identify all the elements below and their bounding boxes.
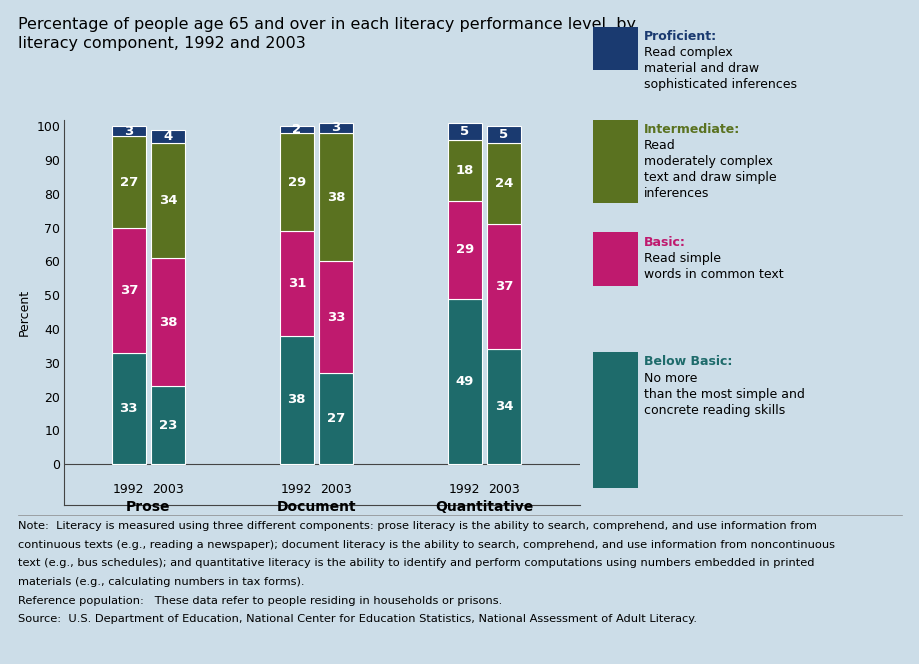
Text: Below Basic:: Below Basic: xyxy=(643,355,732,369)
Text: 23: 23 xyxy=(159,419,177,432)
Text: 5: 5 xyxy=(460,125,469,138)
Bar xyxy=(487,224,520,349)
Bar xyxy=(112,136,145,228)
Bar xyxy=(279,336,313,464)
Bar xyxy=(319,123,352,133)
Text: 38: 38 xyxy=(159,315,177,329)
Text: Source:  U.S. Department of Education, National Center for Education Statistics,: Source: U.S. Department of Education, Na… xyxy=(18,614,697,624)
Text: 34: 34 xyxy=(494,400,513,413)
Text: 29: 29 xyxy=(455,243,473,256)
Text: Intermediate:: Intermediate: xyxy=(643,123,740,136)
Text: Read complex
material and draw
sophisticated inferences: Read complex material and draw sophistic… xyxy=(643,46,796,92)
Text: 1992: 1992 xyxy=(448,483,480,496)
Text: 2: 2 xyxy=(292,123,301,136)
Text: 49: 49 xyxy=(455,375,473,388)
Text: 3: 3 xyxy=(331,122,340,135)
Text: No more
than the most simple and
concrete reading skills: No more than the most simple and concret… xyxy=(643,372,804,417)
Text: 31: 31 xyxy=(288,277,306,290)
Bar xyxy=(487,349,520,464)
Text: Basic:: Basic: xyxy=(643,236,686,249)
Text: 3: 3 xyxy=(124,125,133,138)
Text: 37: 37 xyxy=(494,280,513,293)
Bar xyxy=(151,143,185,258)
Text: 29: 29 xyxy=(288,175,306,189)
Text: 38: 38 xyxy=(326,191,345,204)
Bar xyxy=(448,299,481,464)
Bar xyxy=(279,231,313,336)
Bar xyxy=(151,386,185,464)
Text: 33: 33 xyxy=(119,402,138,415)
Text: Proficient:: Proficient: xyxy=(643,30,716,43)
Text: Prose: Prose xyxy=(126,499,170,513)
Text: 33: 33 xyxy=(326,311,345,323)
Bar xyxy=(151,258,185,386)
Text: Note:  Literacy is measured using three different components: prose literacy is : Note: Literacy is measured using three d… xyxy=(18,521,816,531)
Bar xyxy=(319,373,352,464)
Text: Reference population:   These data refer to people residing in households or pri: Reference population: These data refer t… xyxy=(18,596,502,606)
Text: 34: 34 xyxy=(159,194,177,207)
Text: 5: 5 xyxy=(499,128,508,141)
Text: 2003: 2003 xyxy=(488,483,519,496)
Text: 2003: 2003 xyxy=(152,483,184,496)
Bar xyxy=(279,126,313,133)
Bar xyxy=(448,140,481,201)
Text: 37: 37 xyxy=(119,284,138,297)
Text: 27: 27 xyxy=(119,175,138,189)
Text: Percentage of people age 65 and over in each literacy performance level, by
lite: Percentage of people age 65 and over in … xyxy=(18,17,636,51)
Text: 4: 4 xyxy=(164,130,173,143)
Text: continuous texts (e.g., reading a newspaper); document literacy is the ability t: continuous texts (e.g., reading a newspa… xyxy=(18,540,834,550)
Text: 18: 18 xyxy=(455,164,473,177)
Bar xyxy=(319,133,352,262)
Bar xyxy=(279,133,313,231)
Text: text (e.g., bus schedules); and quantitative literacy is the ability to identify: text (e.g., bus schedules); and quantita… xyxy=(18,558,814,568)
Text: 1992: 1992 xyxy=(113,483,144,496)
Bar xyxy=(487,126,520,143)
Bar xyxy=(151,129,185,143)
Bar xyxy=(487,143,520,224)
Text: 2003: 2003 xyxy=(320,483,351,496)
Bar xyxy=(448,201,481,299)
Bar xyxy=(112,353,145,464)
Text: 38: 38 xyxy=(288,393,306,406)
Bar xyxy=(448,123,481,140)
Bar xyxy=(319,262,352,373)
Text: Read
moderately complex
text and draw simple
inferences: Read moderately complex text and draw si… xyxy=(643,139,776,201)
Y-axis label: Percent: Percent xyxy=(17,289,30,335)
Text: 1992: 1992 xyxy=(280,483,312,496)
Text: Read simple
words in common text: Read simple words in common text xyxy=(643,252,783,282)
Text: materials (e.g., calculating numbers in tax forms).: materials (e.g., calculating numbers in … xyxy=(18,577,304,587)
Bar xyxy=(112,126,145,136)
Text: Document: Document xyxy=(277,499,356,513)
Text: 27: 27 xyxy=(326,412,345,425)
Text: 24: 24 xyxy=(494,177,513,190)
Bar xyxy=(112,228,145,353)
Text: Quantitative: Quantitative xyxy=(435,499,533,513)
